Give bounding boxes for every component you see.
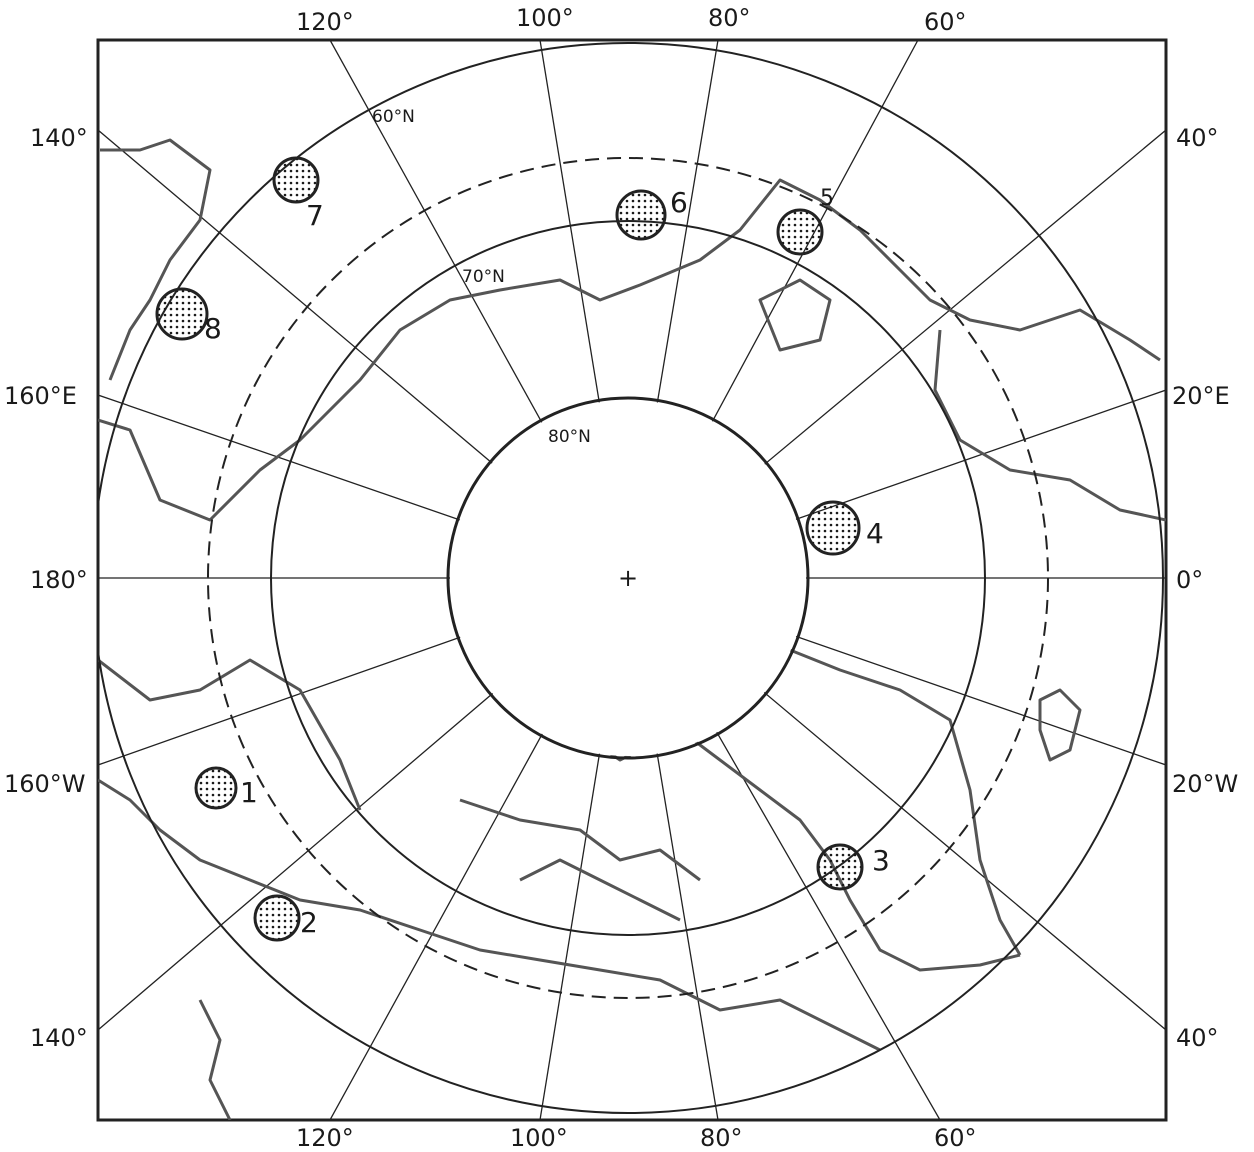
lon-left-160w: 160°W bbox=[4, 770, 86, 798]
longitude-labels-bottom: 120° 100° 80° 60° bbox=[296, 1124, 977, 1152]
site-4-marker bbox=[805, 500, 861, 556]
polar-cap bbox=[450, 400, 806, 756]
lon-right-20e: 20°E bbox=[1172, 382, 1230, 410]
parallel-60n bbox=[98, 42, 1164, 1114]
site-5-label: 5 bbox=[820, 186, 834, 211]
pole-marker: + bbox=[618, 564, 638, 592]
lon-bottom-80: 80° bbox=[700, 1124, 743, 1152]
lat-label-60n: 60°N bbox=[372, 107, 415, 127]
longitude-labels-left: 140° 160°E 180° 160°W 140° bbox=[4, 124, 88, 1052]
lon-left-180: 180° bbox=[30, 566, 88, 594]
site-6-label: 6 bbox=[670, 186, 688, 219]
study-sites: 1 2 3 4 5 6 7 8 bbox=[155, 156, 890, 942]
lon-left-140: 140° bbox=[30, 124, 88, 152]
site-2-label: 2 bbox=[300, 906, 318, 939]
dashed-boundary bbox=[207, 157, 1049, 999]
lon-left-140-bottom: 140° bbox=[30, 1024, 88, 1052]
lat-label-70n: 70°N bbox=[462, 267, 505, 287]
site-4-label: 4 bbox=[866, 517, 884, 550]
longitude-labels-right: 40° 20°E 0° 20°W 40° bbox=[1172, 124, 1238, 1052]
site-1-label: 1 bbox=[240, 776, 258, 809]
site-8-label: 8 bbox=[204, 312, 222, 345]
site-5-marker bbox=[776, 208, 824, 256]
lon-bottom-120: 120° bbox=[296, 1124, 354, 1152]
site-8-marker bbox=[155, 287, 209, 341]
site-7-marker bbox=[272, 156, 320, 204]
lon-right-40: 40° bbox=[1176, 124, 1219, 152]
lon-bottom-100: 100° bbox=[510, 1124, 568, 1152]
lon-right-20w: 20°W bbox=[1172, 770, 1238, 798]
site-3-label: 3 bbox=[872, 844, 890, 877]
parallel-80n bbox=[446, 396, 810, 760]
lon-right-40-bottom: 40° bbox=[1176, 1024, 1219, 1052]
lon-top-60: 60° bbox=[924, 8, 967, 36]
site-3-marker bbox=[816, 843, 864, 891]
site-7-label: 7 bbox=[306, 199, 324, 232]
lon-right-0: 0° bbox=[1176, 566, 1203, 594]
lon-top-100: 100° bbox=[516, 4, 574, 32]
site-6-marker bbox=[615, 189, 667, 241]
site-1-marker bbox=[194, 766, 238, 810]
lat-label-80n: 80°N bbox=[548, 427, 591, 447]
site-2-marker bbox=[253, 894, 301, 942]
map-frame bbox=[96, 38, 1168, 1122]
longitude-labels-top: 120° 100° 80° 60° bbox=[296, 4, 967, 36]
lon-left-160e: 160°E bbox=[4, 382, 77, 410]
lon-top-80: 80° bbox=[708, 4, 751, 32]
lon-bottom-60: 60° bbox=[934, 1124, 977, 1152]
lon-top-120: 120° bbox=[296, 8, 354, 36]
